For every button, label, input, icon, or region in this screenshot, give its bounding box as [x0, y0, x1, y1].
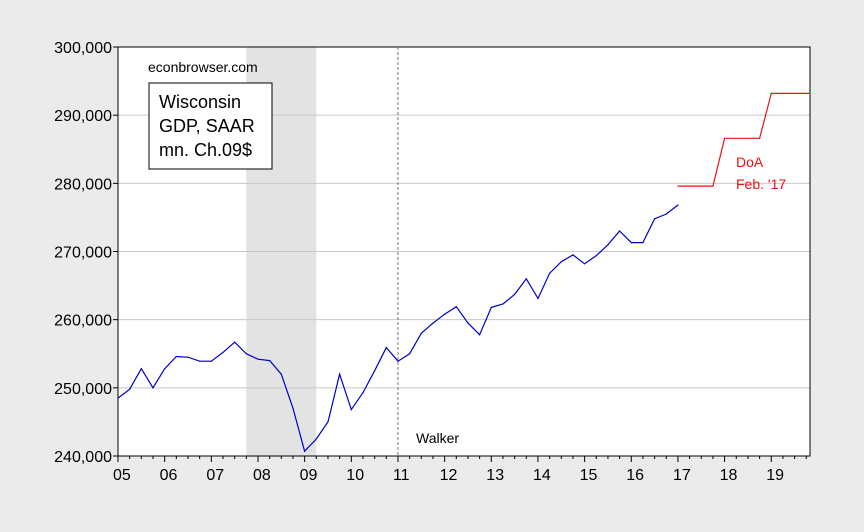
- y-tick-label: 240,000: [54, 449, 112, 466]
- x-tick-label: 18: [720, 467, 738, 484]
- data-point: [560, 261, 562, 263]
- legend-box-line-1: Wisconsin: [159, 92, 241, 112]
- data-point: [292, 407, 294, 409]
- doa-forecast-line: [677, 92, 810, 187]
- data-point: [140, 368, 142, 370]
- data-point: [315, 438, 317, 440]
- x-tick-label: 05: [113, 467, 131, 484]
- x-tick-label: 10: [346, 467, 364, 484]
- data-point: [809, 92, 811, 94]
- x-tick-label: 17: [673, 467, 691, 484]
- source-note: econbrowser.com: [148, 59, 258, 75]
- y-tick-label: 280,000: [54, 176, 112, 193]
- x-tick-label: 15: [580, 467, 598, 484]
- data-point: [595, 254, 597, 257]
- x-tick-label: 07: [206, 467, 224, 484]
- series-layer: [117, 92, 811, 453]
- legend-box-frame: [148, 82, 273, 170]
- y-tick-label: 260,000: [54, 313, 112, 330]
- data-point: [654, 218, 656, 220]
- x-tick-label: 06: [160, 467, 178, 484]
- data-point: [187, 356, 189, 358]
- data-point: [514, 293, 516, 296]
- data-point: [479, 334, 481, 336]
- data-point: [327, 421, 329, 423]
- legend-box: Wisconsin GDP, SAAR mn. Ch.09$: [148, 82, 273, 170]
- data-point: [257, 358, 259, 360]
- legend-box-line-3: mn. Ch.09$: [159, 140, 252, 160]
- data-point: [525, 278, 527, 280]
- data-point: [374, 370, 376, 372]
- y-tick-label: 250,000: [54, 381, 112, 398]
- data-point: [770, 92, 772, 94]
- data-point: [665, 213, 667, 215]
- data-point: [129, 388, 131, 390]
- data-point: [572, 254, 574, 256]
- doa-label-line-1: DoA: [736, 154, 764, 170]
- data-point: [549, 272, 551, 274]
- data-point: [152, 387, 154, 389]
- x-tick-label: 19: [766, 467, 784, 484]
- x-tick-label: 09: [300, 467, 318, 484]
- data-point: [432, 322, 434, 324]
- data-point: [537, 297, 539, 300]
- y-tick-label: 270,000: [54, 245, 112, 262]
- data-point: [502, 303, 504, 305]
- data-point: [280, 373, 282, 375]
- data-point: [117, 397, 119, 399]
- data-point: [234, 341, 236, 343]
- doa-label-line-2: Feb. '17: [736, 176, 786, 192]
- data-point: [350, 409, 352, 411]
- data-point: [397, 360, 399, 362]
- data-point: [455, 306, 457, 308]
- x-tick-label: 14: [533, 467, 551, 484]
- data-point: [245, 353, 247, 355]
- data-point: [759, 137, 761, 139]
- data-point: [385, 347, 387, 349]
- y-axis: 240,000 250,000 260,000 270,000 280,000 290,0…: [54, 40, 118, 466]
- data-point: [490, 306, 492, 308]
- data-point: [175, 355, 177, 358]
- data-point: [724, 137, 726, 139]
- data-point: [607, 244, 609, 246]
- x-tick-label: 12: [440, 467, 458, 484]
- y-tick-label: 300,000: [54, 40, 112, 57]
- data-point: [420, 332, 422, 334]
- x-tick-label: 16: [626, 467, 644, 484]
- x-axis: 05 06 07 08 09 10 11 12 13 14 15 16 17 18 19: [113, 456, 807, 484]
- data-point: [584, 263, 586, 265]
- legend-box-line-2: GDP, SAAR: [159, 116, 255, 136]
- data-point: [619, 230, 621, 232]
- data-point: [409, 353, 411, 355]
- data-point: [630, 242, 632, 244]
- data-point: [269, 359, 271, 362]
- data-point: [712, 185, 714, 187]
- x-tick-label: 13: [486, 467, 504, 484]
- data-point: [210, 360, 212, 362]
- data-point: [222, 351, 224, 353]
- data-point: [199, 360, 201, 362]
- data-point: [677, 185, 679, 187]
- y-tick-label: 290,000: [54, 108, 112, 125]
- data-point: [642, 242, 644, 244]
- data-point: [467, 322, 469, 324]
- data-point: [164, 368, 166, 370]
- data-point: [304, 450, 306, 452]
- data-point: [362, 392, 364, 394]
- data-point: [444, 313, 446, 315]
- x-tick-label: 08: [253, 467, 271, 484]
- walker-label: Walker: [416, 430, 459, 446]
- data-point: [677, 204, 679, 206]
- data-point: [339, 373, 341, 375]
- x-tick-label: 11: [393, 467, 410, 484]
